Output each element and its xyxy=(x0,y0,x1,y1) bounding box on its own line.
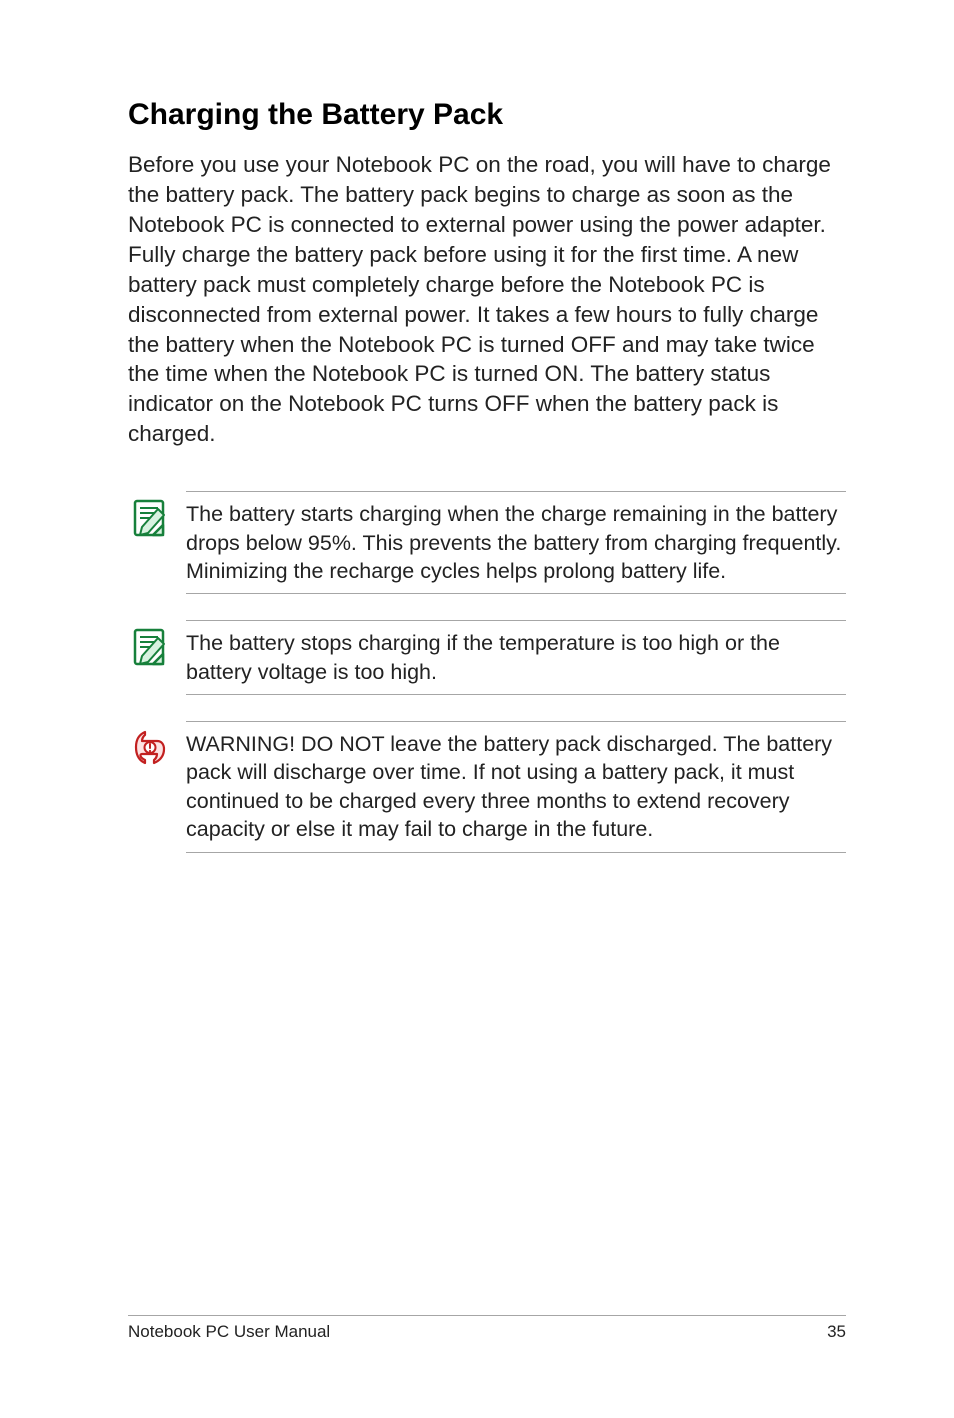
note-rule xyxy=(186,620,846,621)
section-heading: Charging the Battery Pack xyxy=(128,98,846,132)
body-paragraph: Before you use your Notebook PC on the r… xyxy=(128,150,846,449)
note-text-col: WARNING! DO NOT leave the battery pack d… xyxy=(186,721,846,853)
note-icon xyxy=(130,620,186,673)
footer-page-number: 35 xyxy=(827,1322,846,1342)
note-rule xyxy=(186,694,846,695)
note-text-col: The battery stops charging if the temper… xyxy=(186,620,846,695)
warning-text: WARNING! DO NOT leave the battery pack d… xyxy=(186,730,846,844)
warning-block: WARNING! DO NOT leave the battery pack d… xyxy=(130,721,846,853)
footer-left: Notebook PC User Manual xyxy=(128,1322,330,1342)
note-rule xyxy=(186,721,846,722)
note-rule xyxy=(186,491,846,492)
note-text: The battery stops charging if the temper… xyxy=(186,629,846,686)
note-rule xyxy=(186,593,846,594)
note-text: The battery starts charging when the cha… xyxy=(186,500,846,585)
note-rule xyxy=(186,852,846,853)
page: Charging the Battery Pack Before you use… xyxy=(0,0,954,1418)
note-block: The battery starts charging when the cha… xyxy=(130,491,846,594)
note-icon xyxy=(130,491,186,544)
warning-icon xyxy=(130,721,186,774)
note-text-col: The battery starts charging when the cha… xyxy=(186,491,846,594)
note-block: The battery stops charging if the temper… xyxy=(130,620,846,695)
page-footer: Notebook PC User Manual 35 xyxy=(128,1315,846,1342)
